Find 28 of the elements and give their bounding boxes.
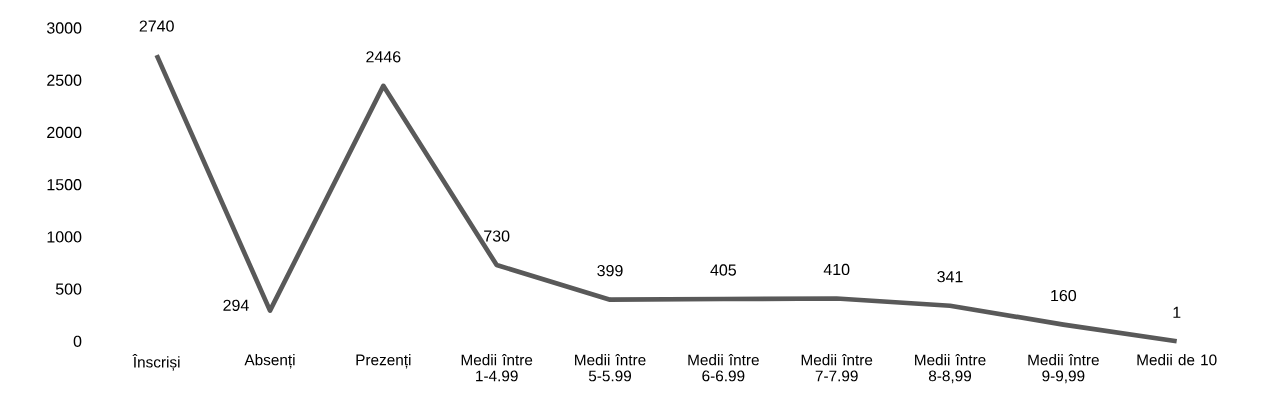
data-label: 2740: [139, 20, 174, 32]
x-tick-label: Medii între 7-7.99: [801, 354, 873, 382]
data-label: 160: [1051, 289, 1077, 302]
data-label: 730: [484, 230, 510, 242]
data-label: 1: [1173, 306, 1181, 318]
data-label: 294: [223, 299, 249, 311]
data-label: 405: [710, 264, 737, 276]
line-series: [154, 52, 1180, 344]
x-tick-label: Medii între 1-4.99: [461, 354, 533, 382]
x-tick-label: Medii de 10: [1137, 354, 1217, 366]
data-label: 341: [937, 271, 963, 283]
data-label: 399: [597, 264, 623, 277]
y-tick-label: 0: [73, 335, 82, 347]
data-label: 2446: [366, 51, 401, 63]
y-tick-label: 2000: [47, 126, 82, 139]
x-tick-label: Medii între 9-9,99: [1028, 354, 1099, 384]
x-tick-label: Medii între 5-5.99: [575, 354, 646, 382]
x-tick-label: Absenți: [244, 354, 295, 369]
y-tick-label: 1500: [47, 179, 82, 191]
x-tick-label: Medii între 8-8,99: [915, 354, 986, 384]
data-label: 410: [823, 263, 850, 276]
y-tick-label: 1000: [47, 231, 82, 243]
y-tick-label: 3000: [46, 22, 82, 34]
x-tick-label: Înscriși: [132, 354, 180, 371]
y-tick-label: 2500: [47, 74, 82, 86]
x-tick-label: Medii între 6-6.99: [688, 354, 759, 382]
x-tick-label: Prezenți: [356, 354, 411, 369]
y-tick-label: 500: [55, 283, 82, 295]
